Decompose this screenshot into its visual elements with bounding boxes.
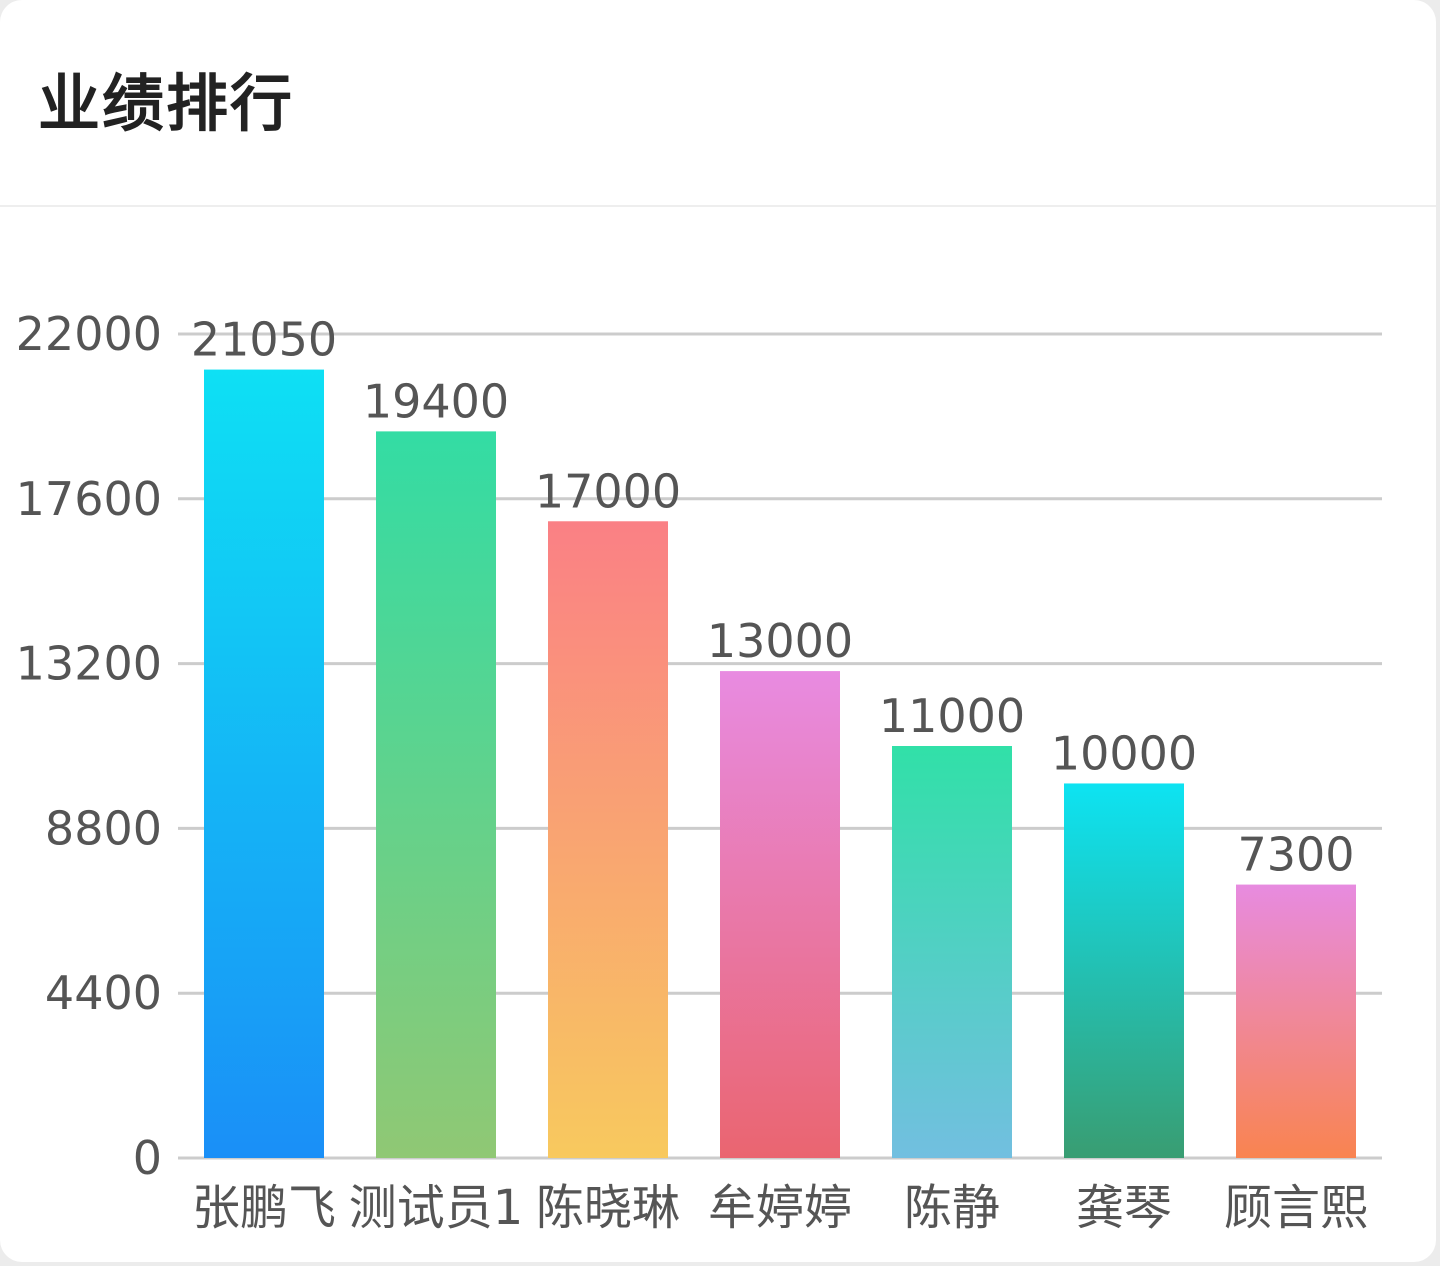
x-category-label: 牟婷婷 [708, 1180, 852, 1236]
card-header: 业绩排行 [0, 0, 1436, 207]
bar-value-label: 21050 [191, 313, 337, 367]
y-tick-label: 22000 [16, 307, 162, 361]
bar[interactable] [548, 521, 668, 1158]
bar[interactable] [204, 369, 324, 1159]
y-tick-label: 0 [133, 1131, 162, 1185]
x-category-label: 陈晓琳 [536, 1180, 680, 1236]
bar[interactable] [1064, 783, 1184, 1158]
x-category-label: 测试员1 [349, 1180, 524, 1236]
y-tick-label: 13200 [16, 637, 162, 691]
label-layer: 0 4400 8800 13200 17600 22000 21050 张鹏飞 19400 测试员… [16, 307, 1368, 1236]
bar-value-label: 11000 [879, 689, 1025, 743]
x-category-label: 顾言熙 [1224, 1180, 1368, 1236]
y-tick-label: 17600 [16, 472, 162, 526]
bar[interactable] [376, 431, 496, 1158]
bar-layer [204, 369, 1356, 1159]
bar[interactable] [1236, 884, 1356, 1158]
bar-value-label: 10000 [1051, 726, 1197, 780]
x-category-label: 张鹏飞 [192, 1180, 336, 1236]
y-tick-label: 8800 [45, 801, 162, 855]
x-category-label: 陈静 [904, 1180, 1000, 1236]
bar-value-label: 13000 [707, 614, 853, 668]
x-category-label: 龚琴 [1076, 1180, 1172, 1236]
bar-value-label: 19400 [363, 374, 509, 428]
y-tick-label: 4400 [45, 966, 162, 1020]
card-title: 业绩排行 [38, 67, 295, 140]
bar-value-label: 7300 [1237, 828, 1354, 882]
bar-value-label: 17000 [535, 464, 681, 518]
bar[interactable] [892, 746, 1012, 1158]
bar[interactable] [720, 671, 840, 1158]
